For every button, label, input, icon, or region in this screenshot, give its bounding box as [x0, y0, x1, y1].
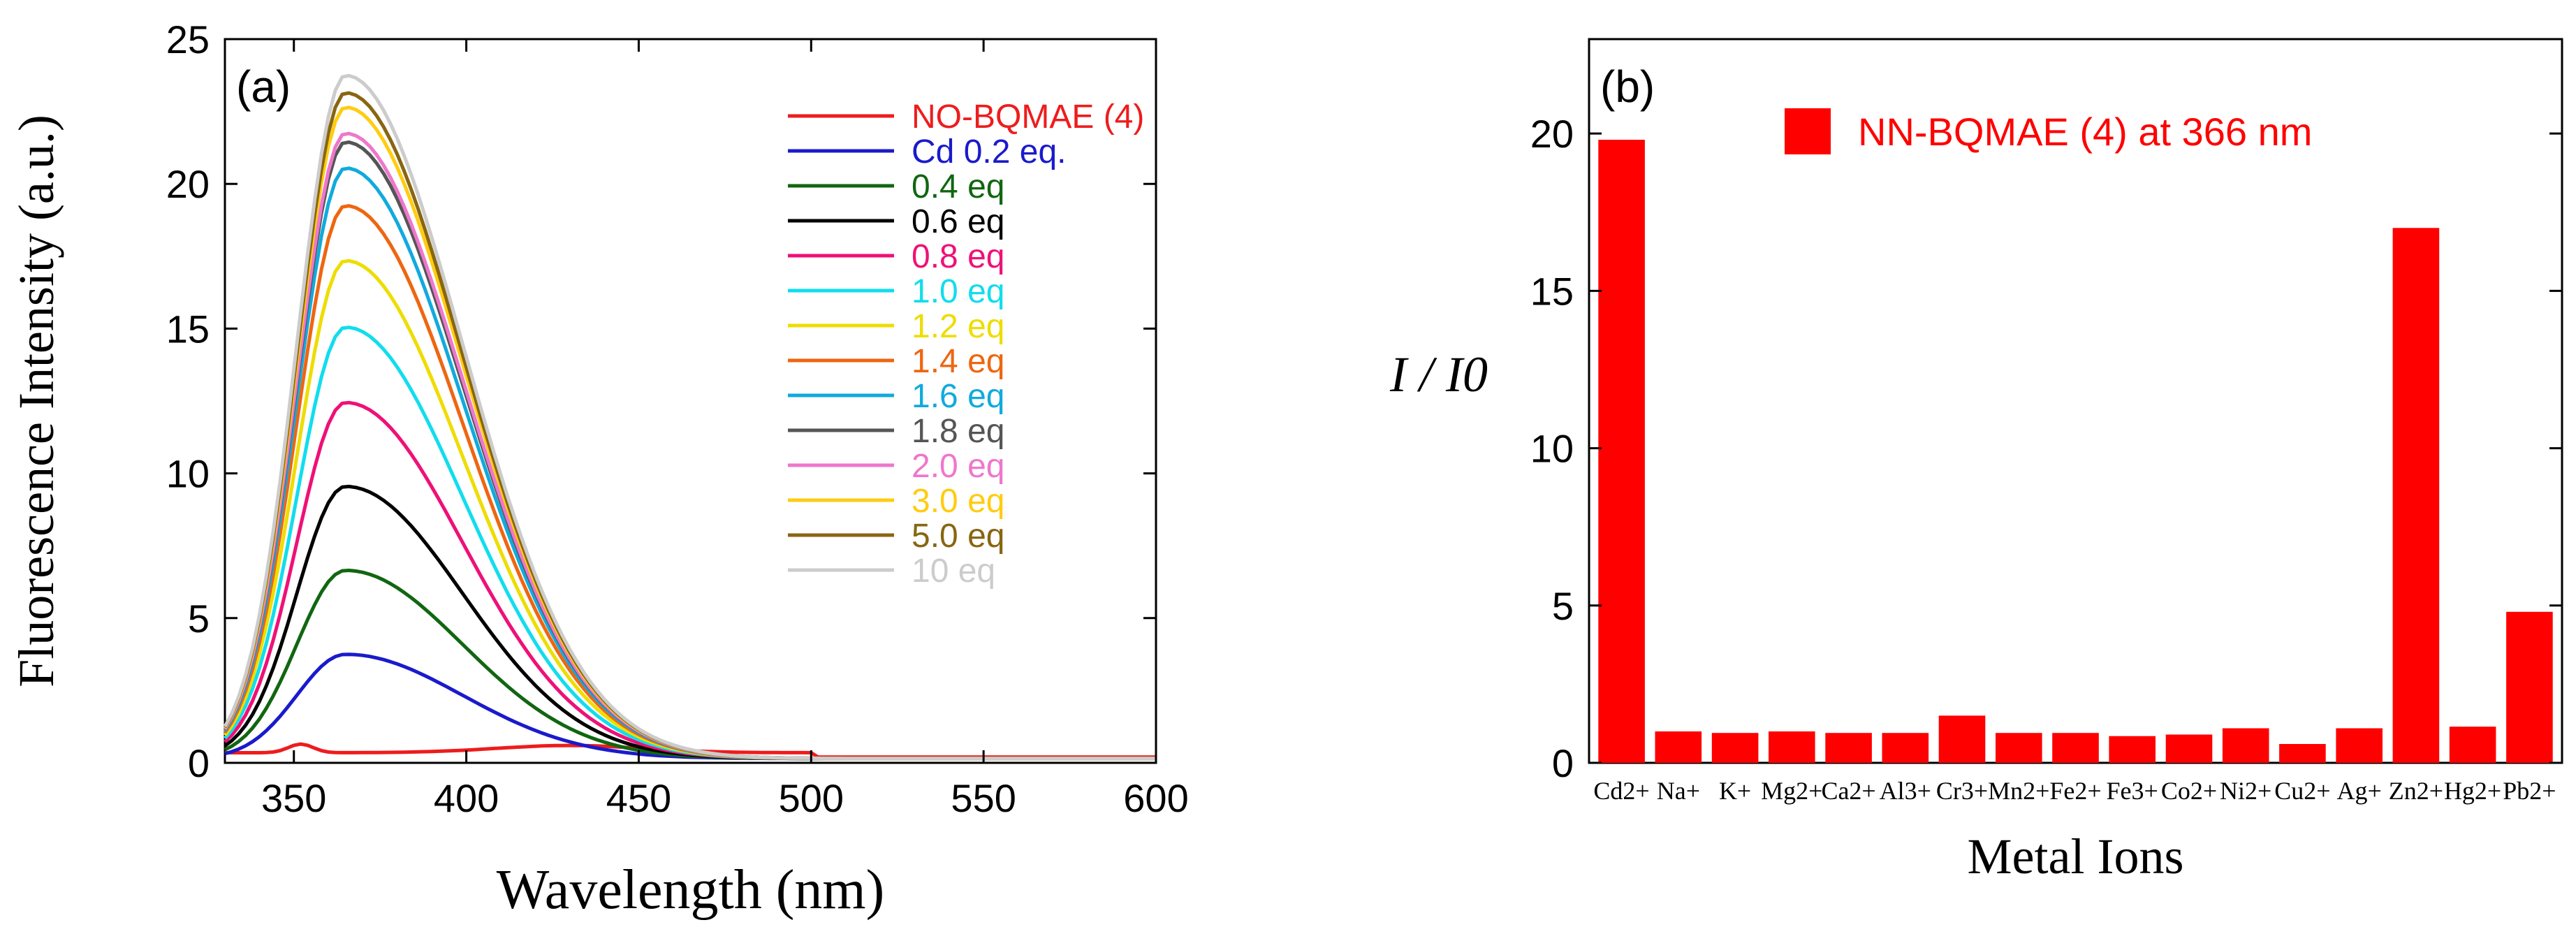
panel-b-legend-swatch [1785, 108, 1831, 154]
panel-a-y-tick-label: 20 [166, 162, 210, 206]
spectrum-line-9 [223, 166, 1156, 761]
spectrum-line-13 [223, 91, 1156, 761]
x-category-label: Ca2+ [1821, 777, 1875, 805]
legend-label-1: NO-BQMAE (4) [912, 98, 1144, 136]
bar-Cd2plus [1598, 140, 1645, 764]
x-category-label: Cr3+ [1936, 777, 1988, 805]
spectrum-line-8 [223, 204, 1156, 761]
spectrum-line-2 [224, 652, 1156, 761]
x-category-label: Ag+ [2337, 777, 2382, 805]
panel-a-y-tick-label: 5 [188, 597, 210, 641]
panel-a-curves [223, 73, 1156, 761]
panel-a-x-axis-title: Wavelength (nm) [497, 859, 885, 921]
legend-label-10: 1.8 eq [912, 413, 1004, 450]
panel-a-y-axis-title: Fluorescence Intensity (a.u.) [8, 115, 64, 687]
x-category-label: Mn2+ [1988, 777, 2049, 805]
spectrum-line-7 [223, 258, 1156, 761]
panel-b-bars: Cd2+ Na+ K+ Mg2+Ca2+ Al3+ Cr3+ Mn2+ Fe2+ Fe3+ Co2… [1593, 140, 2556, 805]
panel-b-y-axis-title: I / I0 [1389, 346, 1488, 402]
bar-Pb2plus [2506, 611, 2553, 763]
bar-Fe3plus [2109, 736, 2156, 763]
x-category-label: Fe2+ [2049, 777, 2101, 805]
spectrum-line-3 [224, 569, 1156, 761]
panel-a-x-tick-label: 600 [1123, 776, 1188, 820]
bar-Naplus [1655, 731, 1702, 763]
bar-Agplus [2336, 728, 2383, 763]
spectrum-line-11 [223, 131, 1156, 761]
x-category-label: Cd2+ [1593, 777, 1649, 805]
x-category-label: Al3+ [1880, 777, 1931, 805]
legend-label-9: 1.6 eq [912, 378, 1004, 415]
panel-a-y-tick-label: 25 [166, 17, 210, 61]
panel-a-axes: 350 400 450 500 550 600 0 5 10 15 20 25 [166, 17, 1189, 820]
panel-a-label: (a) [236, 61, 291, 112]
panel-a-x-tick-label: 400 [434, 776, 499, 820]
panel-b-x-axis-title: Metal Ions [1968, 829, 2184, 884]
panel-b-axes: 0 5 10 15 20 [1530, 112, 2562, 785]
spectrum-line-4 [224, 484, 1156, 761]
panel-a-y-tick-label: 0 [188, 741, 210, 785]
legend-label-2: Cd 0.2 eq. [912, 133, 1066, 170]
legend-label-13: 5.0 eq [912, 518, 1004, 555]
x-category-label: Pb2+ [2503, 777, 2556, 805]
x-category-label: Cu2+ [2274, 777, 2330, 805]
panel-b-y-tick-label: 5 [1552, 584, 1574, 628]
x-category-label: Fe3+ [2107, 777, 2158, 805]
bar-Zn2plus [2392, 228, 2440, 763]
panel-a-plot-frame [224, 38, 1157, 764]
spectrum-line-14 [223, 73, 1156, 761]
panel-a-y-tick-label: 15 [166, 307, 210, 351]
spectrum-line-12 [223, 105, 1156, 761]
bar-Hg2plus [2449, 727, 2496, 763]
panel-a-x-tick-label: 450 [606, 776, 671, 820]
bar-Al3plus [1882, 733, 1929, 763]
legend-label-5: 0.8 eq [912, 238, 1004, 275]
bar-Co2plus [2165, 734, 2213, 763]
bar-Ca2plus [1825, 733, 1872, 763]
x-category-label: Na+ [1657, 777, 1700, 805]
x-category-label: Mg2+ [1761, 777, 1822, 805]
legend-label-4: 0.6 eq [912, 203, 1004, 240]
legend-label-12: 3.0 eq [912, 483, 1004, 520]
legend-label-8: 1.4 eq [912, 343, 1004, 380]
panel-b-y-tick-label: 0 [1552, 741, 1574, 785]
legend-label-14: 10 eq [912, 553, 995, 590]
x-category-label: K+ [1719, 777, 1751, 805]
panel-b-y-tick-label: 10 [1530, 427, 1574, 471]
bar-Mg2plus [1769, 731, 1815, 763]
bar-Cr3plus [1938, 715, 1986, 763]
spectrum-line-10 [223, 140, 1156, 761]
x-category-label: Ni2+ [2220, 777, 2271, 805]
bar-Ni2plus [2222, 728, 2269, 763]
panel-b-legend-label: NN-BQMAE (4) at 366 nm [1858, 110, 2312, 154]
legend-label-6: 1.0 eq [912, 273, 1004, 310]
legend-label-7: 1.2 eq [912, 308, 1004, 345]
x-category-label: Hg2+ [2444, 777, 2501, 805]
bar-Kplus [1711, 733, 1759, 763]
x-category-label: Co2+ [2161, 777, 2217, 805]
bar-Cu2plus [2279, 744, 2326, 763]
legend-label-3: 0.4 eq [912, 168, 1004, 205]
bar-Mn2plus [1996, 733, 2042, 763]
panel-a-y-tick-label: 10 [166, 452, 210, 496]
panel-b-y-tick-label: 15 [1530, 269, 1574, 313]
panel-a-x-tick-label: 500 [779, 776, 844, 820]
legend-label-11: 2.0 eq [912, 448, 1004, 485]
spectrum-line-5 [224, 400, 1156, 761]
panel-b-label: (b) [1600, 61, 1655, 112]
spectrum-line-6 [224, 326, 1156, 761]
panel-b-bar-chart: Cd2+ Na+ K+ Mg2+Ca2+ Al3+ Cr3+ Mn2+ Fe2+ Fe3+ Co2… [1389, 38, 2563, 884]
panel-a-x-tick-label: 550 [951, 776, 1016, 820]
panel-a-spectra: 350 400 450 500 550 600 0 5 10 15 20 25 (a) NO-BQMA… [8, 17, 1189, 921]
x-category-label: Zn2+ [2389, 777, 2443, 805]
panel-a-x-tick-label: 350 [261, 776, 326, 820]
panel-b-y-tick-label: 20 [1530, 112, 1574, 156]
bar-Fe2plus [2052, 733, 2099, 763]
panel-a-legend: NO-BQMAE (4)Cd 0.2 eq.0.4 eq0.6 eq0.8 eq… [788, 98, 1144, 590]
